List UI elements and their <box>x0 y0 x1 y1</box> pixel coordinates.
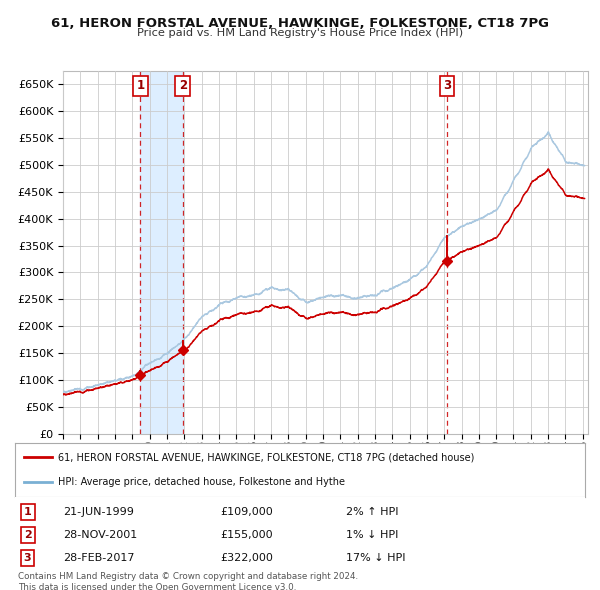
Text: 1: 1 <box>23 507 31 517</box>
Text: 17% ↓ HPI: 17% ↓ HPI <box>346 553 405 563</box>
Text: 3: 3 <box>443 79 451 93</box>
Text: Price paid vs. HM Land Registry's House Price Index (HPI): Price paid vs. HM Land Registry's House … <box>137 28 463 38</box>
Text: 28-NOV-2001: 28-NOV-2001 <box>64 530 138 540</box>
Text: Contains HM Land Registry data © Crown copyright and database right 2024.
This d: Contains HM Land Registry data © Crown c… <box>18 572 358 590</box>
Text: 28-FEB-2017: 28-FEB-2017 <box>64 553 135 563</box>
Text: 61, HERON FORSTAL AVENUE, HAWKINGE, FOLKESTONE, CT18 7PG (detached house): 61, HERON FORSTAL AVENUE, HAWKINGE, FOLK… <box>58 452 474 462</box>
Text: £322,000: £322,000 <box>220 553 273 563</box>
Text: 1% ↓ HPI: 1% ↓ HPI <box>346 530 398 540</box>
Text: 2% ↑ HPI: 2% ↑ HPI <box>346 507 398 517</box>
Text: 1: 1 <box>136 79 145 93</box>
Text: 21-JUN-1999: 21-JUN-1999 <box>64 507 134 517</box>
Text: 2: 2 <box>23 530 31 540</box>
Text: 61, HERON FORSTAL AVENUE, HAWKINGE, FOLKESTONE, CT18 7PG: 61, HERON FORSTAL AVENUE, HAWKINGE, FOLK… <box>51 17 549 30</box>
Bar <box>140 71 183 434</box>
Text: 2: 2 <box>179 79 187 93</box>
Text: £155,000: £155,000 <box>220 530 273 540</box>
Text: 3: 3 <box>24 553 31 563</box>
Text: HPI: Average price, detached house, Folkestone and Hythe: HPI: Average price, detached house, Folk… <box>58 477 345 487</box>
Text: £109,000: £109,000 <box>220 507 273 517</box>
